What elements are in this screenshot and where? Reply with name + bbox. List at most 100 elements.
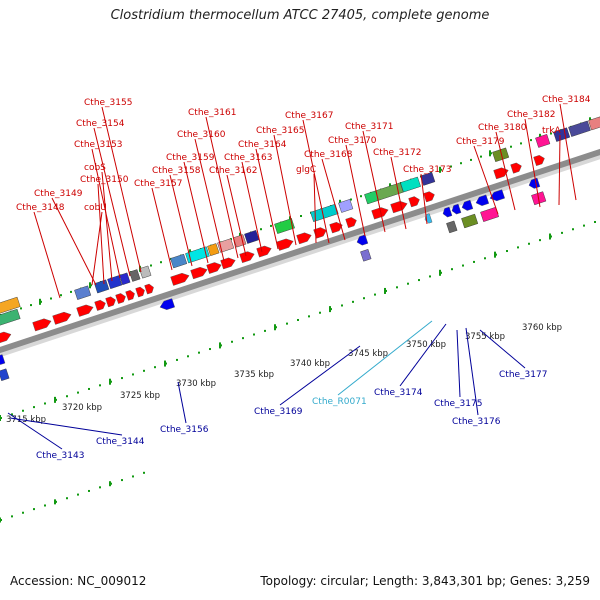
label-leader-line	[183, 161, 209, 264]
label-leader-line	[51, 197, 97, 286]
scale-tick-ring	[22, 511, 24, 514]
gene-label: Cthe_3158	[152, 166, 201, 176]
inner-tick-ring	[66, 395, 68, 398]
forward-feature-box	[400, 176, 421, 193]
gene-label: Cthe_3174	[374, 388, 423, 398]
reverse-gene-arrow	[461, 199, 474, 211]
forward-feature-box	[568, 120, 591, 137]
outer-tick-ring	[30, 304, 32, 307]
forward-feature-box	[139, 265, 152, 279]
forward-gene-arrow	[94, 299, 106, 311]
scale-label: 3735 kbp	[234, 370, 274, 380]
label-leader-line	[255, 148, 279, 250]
forward-feature-box	[129, 269, 141, 282]
inner-tick-ring	[374, 293, 376, 296]
gene-label: cobU	[84, 203, 107, 213]
inner-tick-ring	[561, 231, 563, 234]
gene-label: Cthe_3177	[499, 370, 547, 380]
inner-tick-ring	[264, 329, 266, 332]
forward-gene-arrow	[105, 296, 116, 308]
outer-tick-ring	[160, 261, 162, 264]
label-leader-line	[194, 138, 225, 262]
gene-label: Cthe_3170	[328, 136, 377, 146]
inner-tick-ring	[583, 224, 585, 227]
inner-tick-ring	[363, 297, 365, 300]
forward-feature-box	[94, 279, 110, 294]
accession-text: Accession: NC_009012	[10, 574, 147, 588]
gene-label: Cthe_3179	[456, 137, 505, 147]
scale-label: 3725 kbp	[120, 391, 160, 401]
gene-label: Cthe_3159	[166, 153, 215, 163]
label-leader-line	[559, 103, 577, 201]
forward-gene-arrow	[0, 331, 12, 346]
scale-label: 3750 kbp	[406, 340, 446, 350]
forward-gene-arrow	[52, 311, 72, 325]
inner-tick-ring	[187, 355, 189, 358]
label-leader-line	[524, 118, 541, 208]
forward-feature-box	[170, 253, 188, 269]
scale-tick-ring	[33, 508, 35, 511]
scale-label: 3730 kbp	[176, 379, 216, 389]
gene-label: Cthe_3171	[345, 122, 393, 132]
inner-tick-ring	[176, 358, 178, 361]
forward-feature-box	[338, 199, 354, 213]
scale-label: 3720 kbp	[62, 403, 102, 413]
outer-tick-ring	[70, 290, 72, 293]
gene-label: Cthe_3143	[36, 451, 84, 461]
reverse-gene-arrow	[159, 298, 175, 310]
reverse-gene-arrow	[475, 194, 490, 206]
forward-gene-arrow	[239, 251, 255, 263]
scale-label: 3760 kbp	[522, 323, 562, 333]
outer-tick-ring	[520, 142, 522, 145]
outer-tick-ring	[470, 158, 472, 161]
label-leader-line	[93, 127, 131, 277]
forward-gene-arrow	[190, 267, 208, 280]
forward-gene-arrow	[329, 222, 343, 234]
label-leader-line	[241, 161, 263, 253]
label-leader-line	[337, 320, 433, 396]
inner-tick-ring	[451, 268, 453, 271]
gene-label: Cthe_3172	[373, 148, 421, 158]
inner-tick-ring	[99, 384, 101, 387]
inner-tick-ring	[253, 333, 255, 336]
reverse-feature-box	[360, 249, 372, 262]
label-leader-line	[97, 183, 105, 285]
reverse-gene-arrow	[442, 206, 453, 218]
forward-feature-box	[274, 218, 295, 234]
reverse-gene-arrow	[451, 203, 462, 215]
label-leader-line	[558, 134, 561, 206]
inner-tick-ring	[44, 402, 46, 405]
inner-tick-ring	[121, 377, 123, 380]
inner-tick-ring	[418, 279, 420, 282]
inner-tick-ring	[594, 220, 596, 223]
gene-label: glgC	[296, 165, 316, 175]
forward-gene-arrow	[206, 262, 222, 274]
label-leader-line	[473, 145, 499, 215]
inner-tick-ring	[132, 373, 134, 376]
outer-tick-ring	[60, 294, 62, 297]
forward-feature-box	[535, 134, 551, 148]
gene-label: Cthe_3161	[188, 108, 236, 118]
label-leader-line	[101, 171, 113, 282]
gene-label: Cthe_3153	[74, 140, 122, 150]
inner-tick-ring	[308, 315, 310, 318]
forward-gene-arrow	[423, 191, 435, 203]
label-leader-line	[302, 119, 330, 244]
label-leader-line	[169, 174, 193, 267]
forward-feature-box	[0, 296, 21, 315]
label-leader-line	[390, 156, 407, 230]
label-leader-line	[495, 131, 516, 211]
inner-tick-ring	[572, 228, 574, 231]
map-title: Clostridium thermocellum ATCC 27405, com…	[110, 8, 490, 23]
outer-tick-ring	[260, 228, 262, 231]
gene-label: Cthe_3180	[478, 123, 527, 133]
scale-tick-ring	[77, 493, 79, 496]
inner-tick-ring	[539, 239, 541, 242]
scale-label: 3740 kbp	[290, 359, 330, 369]
label-leader-line	[9, 417, 123, 436]
gene-label: Cthe_3149	[34, 189, 83, 199]
forward-gene-arrow	[115, 293, 126, 304]
forward-gene-arrow	[256, 245, 272, 258]
outer-tick-ring	[530, 139, 532, 142]
inner-tick-ring	[33, 406, 35, 409]
